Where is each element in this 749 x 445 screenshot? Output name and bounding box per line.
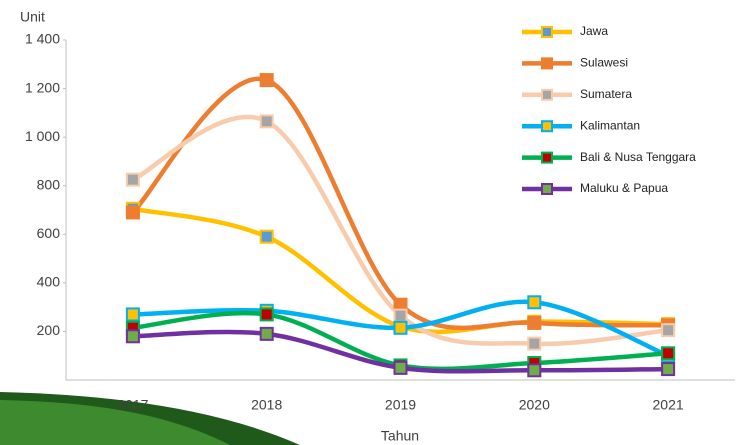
legend-label: Jawa xyxy=(580,24,608,38)
x-tick-label: 2019 xyxy=(385,397,416,413)
marker xyxy=(259,73,274,88)
x-tick-label: 2017 xyxy=(117,397,148,413)
y-tick-label: 200 xyxy=(37,322,61,338)
legend-label: Kalimantan xyxy=(580,118,640,132)
legend-marker xyxy=(541,120,553,133)
marker xyxy=(527,315,542,330)
marker xyxy=(661,346,676,361)
y-tick-label: 1 000 xyxy=(25,128,60,144)
marker xyxy=(661,323,676,338)
marker xyxy=(527,363,542,378)
legend-label: Sumatera xyxy=(580,87,632,101)
y-tick-label: 600 xyxy=(37,225,61,241)
legend-marker xyxy=(541,26,553,38)
marker xyxy=(259,307,274,322)
legend-marker xyxy=(541,57,553,70)
marker xyxy=(393,308,408,323)
x-axis-title: Tahun xyxy=(381,428,419,444)
y-tick-label: 1 200 xyxy=(25,79,60,95)
x-tick-label: 2021 xyxy=(653,397,684,413)
legend-label: Maluku & Papua xyxy=(580,181,668,195)
marker xyxy=(259,326,274,341)
marker xyxy=(125,205,140,220)
legend-label: Bali & Nusa Tenggara xyxy=(580,150,696,164)
legend-marker xyxy=(541,151,553,164)
series-line xyxy=(130,114,671,347)
marker xyxy=(527,295,542,310)
marker xyxy=(125,329,140,344)
marker xyxy=(393,360,408,375)
y-tick-label: 800 xyxy=(37,176,61,192)
y-tick-label: 400 xyxy=(37,274,61,290)
marker xyxy=(125,307,140,322)
x-tick-label: 2020 xyxy=(519,397,550,413)
marker xyxy=(661,362,676,377)
x-tick-label: 2018 xyxy=(251,397,282,413)
legend-label: Sulawesi xyxy=(580,56,628,70)
legend-marker xyxy=(541,88,553,101)
y-axis-title: Unit xyxy=(20,9,45,25)
marker xyxy=(527,336,542,351)
marker xyxy=(259,229,274,244)
marker xyxy=(259,114,274,129)
y-tick-label: 1 400 xyxy=(25,31,60,47)
series-line xyxy=(130,76,671,331)
marker xyxy=(393,320,408,335)
marker xyxy=(125,172,140,187)
legend-marker xyxy=(541,183,553,195)
decoration xyxy=(0,400,230,445)
